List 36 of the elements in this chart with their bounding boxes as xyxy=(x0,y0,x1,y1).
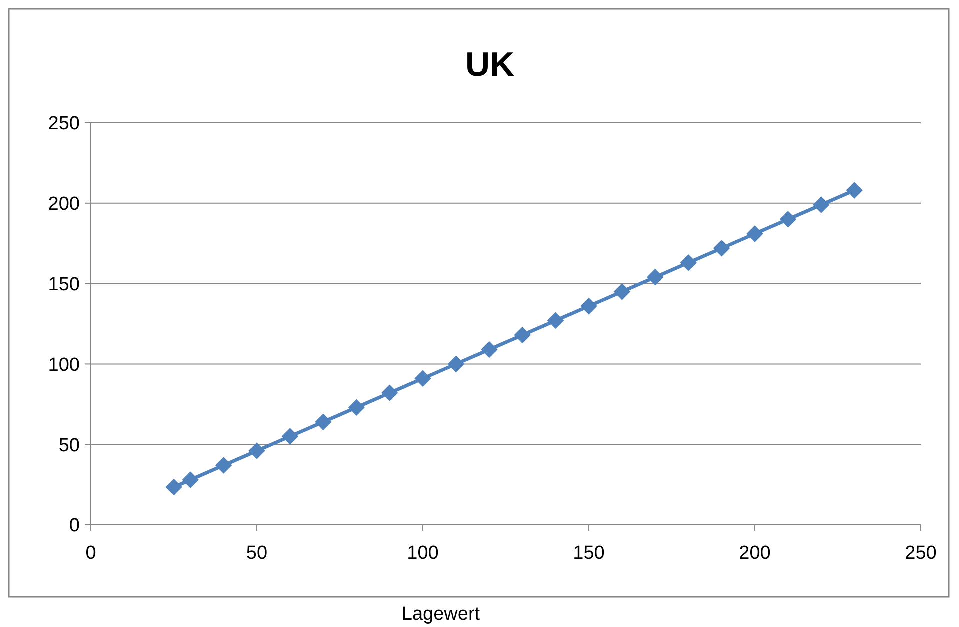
x-tick-label: 200 xyxy=(739,543,771,564)
point xyxy=(414,370,432,387)
x-tick-label: 100 xyxy=(407,543,439,564)
y-tick-label: 200 xyxy=(48,194,80,216)
point xyxy=(746,226,764,242)
point xyxy=(216,457,232,474)
x-tick-label: 250 xyxy=(905,543,937,564)
point xyxy=(448,356,464,372)
point xyxy=(248,442,266,460)
y-tick-label: 150 xyxy=(48,274,80,296)
point xyxy=(714,240,730,257)
point xyxy=(315,414,332,430)
point xyxy=(282,428,298,445)
point xyxy=(514,327,531,344)
point xyxy=(813,196,830,214)
point xyxy=(580,298,598,314)
point xyxy=(846,182,863,199)
point xyxy=(614,284,630,300)
point xyxy=(481,342,498,358)
y-tick-label: 0 xyxy=(69,516,80,537)
point xyxy=(182,472,199,488)
point xyxy=(780,211,796,228)
x-tick-label: 0 xyxy=(86,543,96,564)
point xyxy=(166,479,182,496)
y-tick-label: 50 xyxy=(58,435,80,456)
x-tick-label: 150 xyxy=(573,543,605,564)
x-axis-title: Lagewert xyxy=(402,604,481,625)
point xyxy=(680,254,697,272)
x-tick-label: 50 xyxy=(246,543,268,564)
y-tick-label: 100 xyxy=(48,354,80,376)
y-tick-label: 250 xyxy=(48,114,80,135)
chart-title: UK xyxy=(465,46,515,84)
point xyxy=(348,399,365,416)
point xyxy=(647,269,664,286)
point xyxy=(382,384,398,402)
point xyxy=(548,312,564,329)
